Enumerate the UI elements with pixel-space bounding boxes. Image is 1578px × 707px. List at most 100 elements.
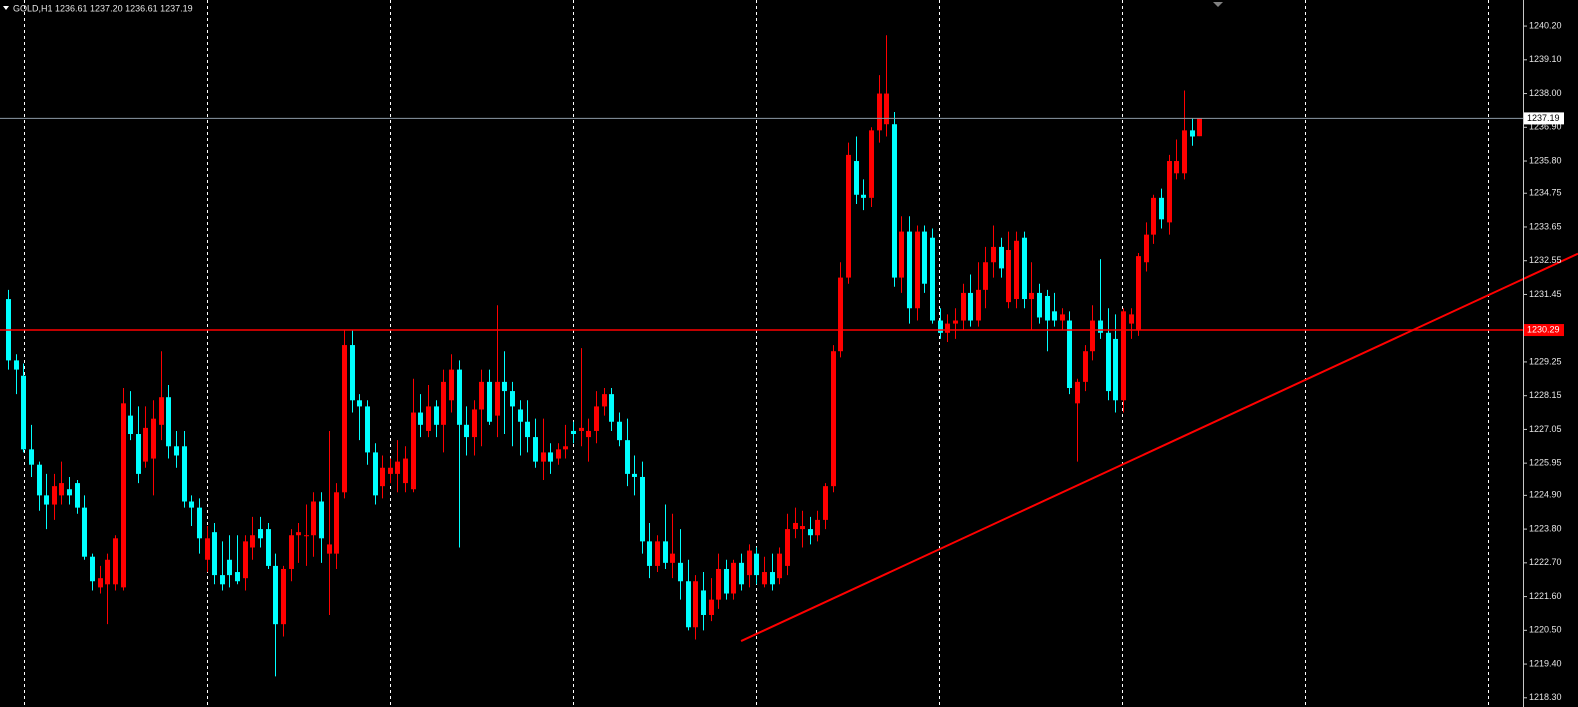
candle-body — [670, 553, 675, 563]
candle-body — [953, 320, 958, 324]
y-tick-label: 1240.20 — [1529, 20, 1562, 30]
candle-body — [922, 231, 927, 284]
y-tick-label: 1227.05 — [1529, 424, 1562, 434]
candle-body — [14, 360, 19, 370]
candle-body — [105, 559, 110, 585]
candle-body — [266, 529, 271, 566]
candle-body — [625, 440, 630, 474]
candle-body — [1098, 320, 1103, 333]
candle-body — [52, 486, 57, 505]
candle-body — [434, 406, 439, 425]
candle-body — [29, 449, 34, 465]
candle-body — [380, 467, 385, 487]
candle-body — [838, 277, 843, 352]
candle-body — [1159, 197, 1164, 220]
candle-body — [640, 476, 645, 542]
candle-body — [831, 351, 836, 487]
candle-body — [686, 581, 691, 628]
candle-body — [678, 562, 683, 582]
candle-body — [212, 532, 217, 576]
menu-arrow[interactable] — [3, 6, 9, 10]
candle-body — [861, 194, 866, 198]
candle-body — [373, 452, 378, 496]
shift-marker[interactable] — [1213, 2, 1223, 7]
candle-body — [846, 154, 851, 278]
candle-body — [235, 572, 240, 582]
y-tick-label: 1231.45 — [1529, 289, 1562, 299]
candle-body — [571, 430, 576, 435]
candle-body — [464, 424, 469, 438]
y-tick-label: 1220.50 — [1529, 625, 1562, 635]
y-tick-label: 1232.55 — [1529, 255, 1562, 265]
candle-body — [731, 562, 736, 594]
candle-body — [75, 483, 80, 508]
candle-body — [854, 161, 859, 195]
candle-body — [563, 446, 568, 450]
chart-title: GOLD,H1 1236.61 1237.20 1236.61 1237.19 — [13, 3, 193, 13]
candle-body — [1197, 118, 1202, 137]
candle-body — [945, 323, 950, 333]
candle-body — [594, 406, 599, 431]
candle-body — [296, 532, 301, 536]
candle-body — [197, 507, 202, 539]
candle-body — [1052, 311, 1057, 321]
candle-body — [754, 553, 759, 576]
candle-body — [1121, 311, 1126, 401]
candle-body — [938, 320, 943, 333]
candle-body — [44, 495, 49, 505]
level-label-box — [1524, 324, 1564, 337]
candle-body — [663, 541, 668, 563]
candle-body — [586, 430, 591, 438]
candle-body — [808, 529, 813, 536]
candle-body — [289, 535, 294, 569]
level-label: 1230.29 — [1527, 324, 1560, 334]
candle-body — [166, 397, 171, 447]
candle-body — [243, 541, 248, 579]
candle-body — [525, 421, 530, 438]
candle-body — [541, 452, 546, 462]
trendline — [740, 252, 1578, 642]
candle-body — [487, 381, 492, 422]
y-tick-label: 1218.30 — [1529, 692, 1562, 702]
candle-body — [701, 590, 706, 615]
candle-body — [357, 400, 362, 407]
candle-body — [1037, 292, 1042, 318]
bid-label: 1237.19 — [1527, 113, 1560, 123]
candle-body — [968, 292, 973, 321]
candle-body — [609, 394, 614, 422]
plot-area — [0, 35, 1578, 677]
candle-body — [907, 231, 912, 309]
candle-body — [770, 572, 775, 585]
candle-body — [892, 124, 897, 278]
candle-body — [1090, 320, 1095, 352]
candle-body — [930, 237, 935, 321]
candle-body — [815, 519, 820, 536]
candle-body — [1136, 256, 1141, 330]
candle-body — [899, 231, 904, 278]
candle-body — [151, 418, 156, 459]
candle-body — [273, 565, 278, 625]
candle-body — [174, 446, 179, 456]
candle-body — [128, 415, 133, 435]
candle-body — [388, 467, 393, 474]
y-tick-label: 1239.10 — [1529, 54, 1562, 64]
y-tick-label: 1234.75 — [1529, 188, 1562, 198]
bid-label-box — [1524, 112, 1564, 125]
candle-body — [426, 406, 431, 431]
candle-body — [67, 489, 72, 496]
candle-body — [350, 345, 355, 401]
price-axis: 1240.20 1239.10 1238.00 1236.90 1235.80 1234.… — [1523, 20, 1562, 702]
candle-body — [1060, 314, 1065, 321]
candle-body — [1174, 161, 1179, 174]
candle-body — [1022, 237, 1027, 300]
candle-body — [395, 461, 400, 474]
candle-body — [365, 406, 370, 453]
candle-body — [877, 93, 882, 131]
candle-body — [411, 412, 416, 490]
candle-body — [976, 289, 981, 321]
candle-body — [189, 501, 194, 508]
y-tick-label: 1222.70 — [1529, 557, 1562, 567]
candle-body — [983, 262, 988, 290]
candle-body — [121, 403, 126, 588]
